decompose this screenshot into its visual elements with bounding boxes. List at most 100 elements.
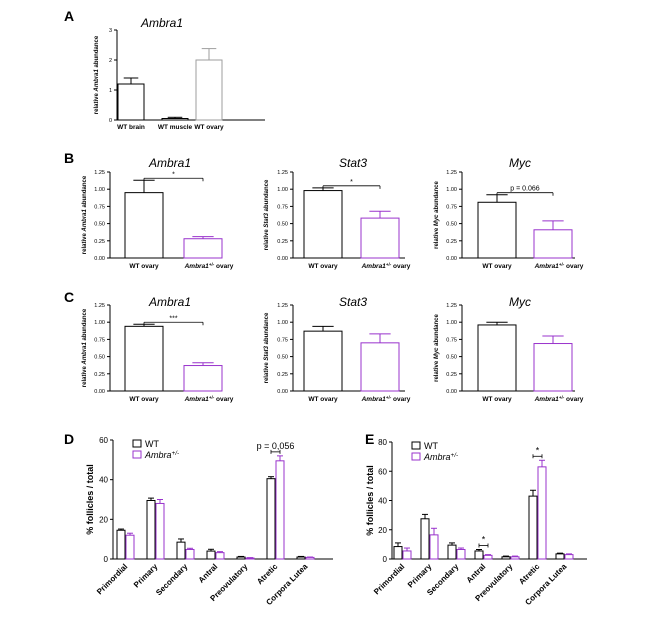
chart-b1: 0.00 0.25 0.50 0.75 1.00 1.25 relative Ambra1 …	[82, 156, 234, 270]
chart-c3: 0.00 0.25 0.50 0.75 1.00 1.25 relative Myc abu…	[434, 295, 584, 403]
x-tick-label: WT ovary	[482, 396, 512, 403]
y-tick-label: 0.25	[446, 239, 457, 245]
bar	[183, 365, 223, 392]
bar	[420, 518, 430, 560]
y-tick-label: 1.00	[94, 320, 105, 326]
x-tick-label: WT ovary	[482, 263, 512, 270]
x-tick-label: Ambra1+/- ovary	[361, 262, 411, 271]
bar	[483, 554, 493, 560]
y-tick-label: 1.00	[277, 320, 288, 326]
x-tick-label: Ambra1+/- ovary	[361, 395, 411, 404]
y-tick-label: 0.00	[277, 389, 288, 395]
bar	[215, 552, 225, 560]
legend-label: WT	[424, 441, 438, 451]
bar	[537, 466, 547, 560]
panel-letter-c: C	[64, 289, 74, 305]
legend-swatch	[132, 450, 142, 459]
chart-title: Stat3	[339, 295, 367, 309]
y-tick-label: 1.25	[446, 303, 457, 309]
bar	[477, 324, 517, 392]
y-tick-label: 2	[109, 58, 112, 64]
bar	[117, 83, 145, 121]
bar	[360, 217, 400, 259]
chart-b2: 0.00 0.25 0.50 0.75 1.00 1.25 relative Stat3 a…	[264, 156, 411, 270]
y-tick-label: 0.75	[277, 204, 288, 210]
bar	[125, 534, 135, 560]
x-tick-label: WT ovary	[129, 263, 159, 270]
bar	[236, 556, 246, 560]
x-tick-label: WT brain	[117, 124, 145, 131]
y-axis-label: % follicles / total	[85, 464, 95, 535]
y-tick-label: 0.00	[446, 389, 457, 395]
significance-label: ***	[169, 315, 177, 322]
x-tick-label: Primordial	[372, 562, 406, 596]
y-tick-label: 1.25	[94, 170, 105, 176]
y-tick-label: 0.25	[446, 372, 457, 378]
y-tick-label: 1	[109, 88, 112, 94]
bar	[429, 534, 439, 560]
y-tick-label: 0.75	[94, 337, 105, 343]
y-tick-label: 60	[378, 467, 387, 476]
bar	[501, 556, 511, 560]
y-axis-label: relative Ambra1 abundance	[82, 175, 88, 254]
y-tick-label: 1.00	[94, 187, 105, 193]
bar	[528, 495, 538, 560]
chart-title: Stat3	[339, 156, 367, 170]
y-axis-label: relative Stat3 abundance	[264, 312, 270, 383]
y-tick-label: 80	[378, 438, 387, 447]
bar	[183, 238, 223, 259]
y-axis-label: relative Myc abundance	[434, 313, 440, 381]
bar	[185, 548, 195, 560]
y-tick-label: 0	[104, 555, 109, 564]
y-tick-label: 0.00	[94, 256, 105, 262]
x-tick-label: Antral	[465, 562, 488, 585]
y-tick-label: 0.25	[277, 372, 288, 378]
y-tick-label: 0.75	[277, 337, 288, 343]
legend-swatch	[411, 452, 421, 461]
bar	[360, 342, 400, 392]
chart-c1: 0.00 0.25 0.50 0.75 1.00 1.25 relative Ambra1 …	[82, 295, 234, 403]
x-tick-label: Atretic	[517, 562, 542, 587]
y-tick-label: 1.00	[446, 320, 457, 326]
y-tick-label: 40	[378, 497, 387, 506]
y-tick-label: 0	[383, 555, 388, 564]
chart-title: Myc	[509, 295, 531, 309]
y-tick-label: 0.50	[446, 222, 457, 228]
bar	[116, 529, 126, 560]
y-tick-label: 0.25	[277, 239, 288, 245]
chart-c2: 0.00 0.25 0.50 0.75 1.00 1.25 relative Stat3 a…	[264, 295, 411, 403]
y-tick-label: 0.50	[94, 355, 105, 361]
significance-label: *	[350, 179, 353, 186]
x-tick-label: Ambra1+/- ovary	[534, 395, 584, 404]
y-tick-label: 1.25	[277, 170, 288, 176]
bar	[266, 478, 276, 560]
x-tick-label: Primordial	[95, 562, 129, 596]
legend-swatch	[411, 441, 421, 450]
bar	[477, 201, 517, 259]
y-tick-label: 20	[99, 515, 108, 524]
chart-title: Ambra1	[148, 156, 191, 170]
y-tick-label: 0.75	[446, 204, 457, 210]
legend-label: WT	[145, 439, 159, 449]
y-tick-label: 0.75	[94, 204, 105, 210]
bar	[245, 557, 255, 560]
y-tick-label: 1.00	[446, 187, 457, 193]
chart-title: Myc	[509, 156, 531, 170]
x-tick-label: WT ovary	[194, 124, 224, 131]
x-tick-label: Ambra1+/- ovary	[534, 262, 584, 271]
y-tick-label: 0.00	[446, 256, 457, 262]
y-tick-label: 1.00	[277, 187, 288, 193]
significance-label: p = 0,056	[257, 441, 295, 451]
significance-label: p = 0.066	[510, 186, 539, 193]
panel-letter-e: E	[365, 431, 374, 447]
x-tick-label: WT ovary	[308, 396, 338, 403]
legend-label: Ambra+/-	[144, 450, 179, 461]
bar	[393, 546, 403, 560]
chart-b3: 0.00 0.25 0.50 0.75 1.00 1.25 relative Myc abu…	[434, 156, 584, 270]
y-axis-label: relative Ambra1 abundance	[94, 35, 100, 114]
bar	[456, 548, 466, 560]
bar	[206, 550, 216, 560]
bar	[447, 544, 457, 560]
